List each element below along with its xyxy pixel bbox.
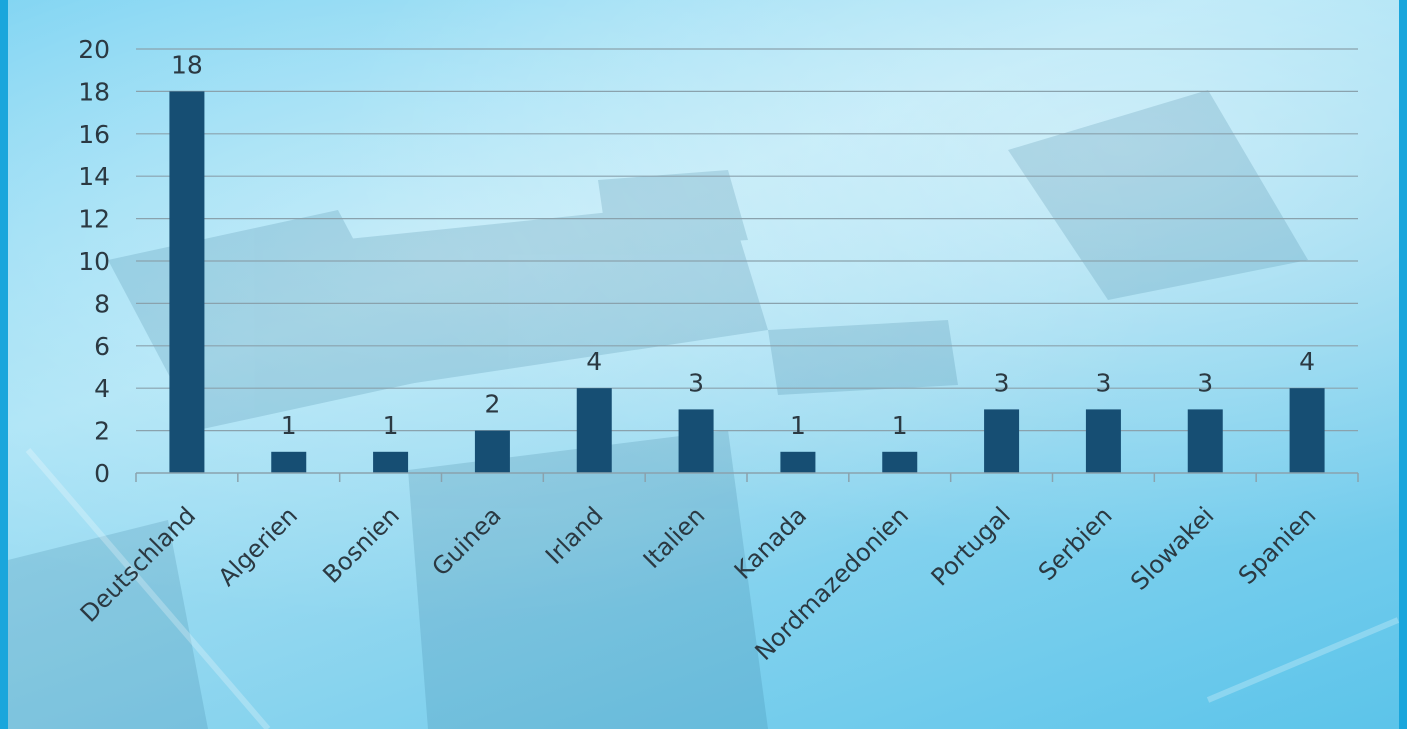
bars: [169, 91, 1325, 474]
data-label: 4: [1299, 347, 1315, 376]
data-label: 3: [688, 368, 704, 397]
data-label: 3: [1197, 368, 1213, 397]
gridlines: [136, 48, 1358, 432]
y-tick-label: 20: [78, 35, 110, 64]
category-label: Irland: [540, 501, 608, 569]
y-tick-label: 2: [94, 417, 110, 446]
y-tick-label: 8: [94, 289, 110, 318]
data-label: 1: [383, 411, 399, 440]
bar-bosnien: [373, 451, 409, 473]
category-label: Italien: [638, 501, 710, 573]
category-labels: Deutschland Algerien Bosnien Guinea Irland It…: [75, 501, 1321, 665]
y-tick-label: 0: [94, 459, 110, 488]
y-tick-label: 10: [78, 247, 110, 276]
category-label: Kanada: [729, 501, 812, 584]
bar-portugal: [984, 409, 1020, 473]
data-label: 3: [994, 368, 1010, 397]
y-tick-label: 16: [78, 120, 110, 149]
bar-spanien: [1289, 388, 1325, 473]
category-label: Portugal: [926, 501, 1016, 591]
y-tick-label: 6: [94, 332, 110, 361]
y-tick-label: 12: [78, 205, 110, 234]
data-label: 3: [1095, 368, 1111, 397]
data-label: 1: [790, 411, 806, 440]
data-labels: 18 1 1 2 4 3 1 1 3 3 3 4: [171, 50, 1315, 439]
category-label: Slowakei: [1125, 501, 1219, 595]
data-label: 2: [484, 390, 500, 419]
category-label: Spanien: [1233, 501, 1321, 589]
y-tick-label: 14: [78, 162, 110, 191]
category-label: Guinea: [427, 501, 507, 581]
bar-slowakei: [1187, 409, 1223, 473]
bar-guinea: [474, 430, 510, 473]
data-label: 18: [171, 50, 203, 79]
x-axis: [135, 472, 1359, 482]
bar-nordmazedonien: [882, 451, 918, 473]
category-label: Serbien: [1033, 501, 1118, 586]
y-axis-ticks: 0 2 4 6 8 10 12 14 16 18 20: [78, 35, 110, 488]
y-tick-label: 18: [78, 77, 110, 106]
data-label: 1: [281, 411, 297, 440]
bar-deutschland: [169, 91, 205, 474]
bar-serbien: [1085, 409, 1121, 473]
bar-kanada: [780, 451, 816, 473]
data-label: 1: [892, 411, 908, 440]
bar-italien: [678, 409, 714, 473]
data-label: 4: [586, 347, 602, 376]
bar-irland: [576, 388, 612, 473]
y-tick-label: 4: [94, 374, 110, 403]
category-label: Bosnien: [317, 501, 404, 588]
bar-algerien: [271, 451, 307, 473]
category-label: Deutschland: [75, 501, 201, 627]
category-label: Algerien: [213, 501, 303, 591]
